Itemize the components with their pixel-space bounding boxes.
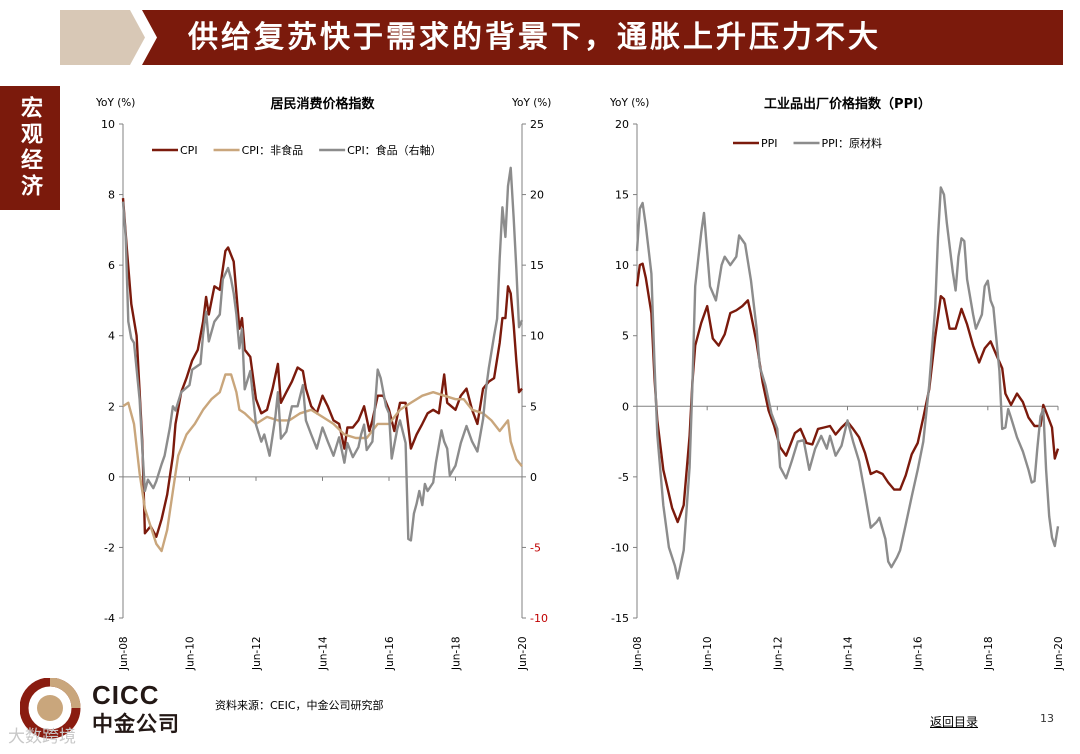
chart2-xtick-label: Jun-20 [1053,636,1065,671]
title-banner [142,10,1063,65]
chart1-series-3-line [121,166,524,542]
chart1-xtick-label: Jun-16 [384,636,396,671]
chart1-right-axis-label: YoY (%) [511,97,551,109]
chart1-ytick-right-label: -10 [530,612,548,625]
chart2-series-2-line [635,186,1060,580]
chart1-ytick-right-label: 5 [530,400,537,413]
chart1-ytick-right-label: 0 [530,471,537,484]
chart2-series-1-line [635,262,1060,524]
chart1-ytick-label: 2 [108,400,115,413]
chart1-ytick-right-label: -5 [530,541,541,554]
chart1-title: 居民消费价格指数 [270,96,375,112]
chart2-ytick-label: 15 [615,189,629,202]
source-note: 资料来源：CEIC，中金公司研究部 [215,699,384,712]
side-tag-label: 宏观经济 [17,96,43,200]
chart2-ytick-label: 20 [615,118,629,131]
chart2-ytick-label: -15 [611,612,629,625]
chart2-legend-label-2: PPI：原材料 [822,136,883,150]
chart2-left-axis-label: YoY (%) [609,97,649,109]
chart2-xtick-label: Jun-14 [843,636,855,671]
chart1-series-2-line [122,373,523,553]
chart1-legend-label-3: CPI：食品（右軸） [347,143,442,157]
chart1-ytick-right-label: 20 [530,189,544,202]
page-number: 13 [1040,712,1054,725]
watermark: 大数跨境 [8,727,76,747]
chart1-xtick-label: Jun-18 [451,636,463,671]
logo-cicc-text: CICC [92,680,160,710]
chart1-ytick-label: -2 [104,541,115,554]
chart1-ytick-label: -4 [104,612,115,625]
chart2-xtick-label: Jun-12 [772,636,784,671]
chart1-ytick-label: 8 [108,189,115,202]
chart1-ytick-label: 10 [101,118,115,131]
chart2-ytick-label: 10 [615,259,629,272]
chart1-ytick-label: 0 [108,471,115,484]
chart1-ytick-label: 6 [108,259,115,272]
chart1-xtick-label: Jun-14 [318,636,330,671]
chart1-ytick-right-label: 10 [530,330,544,343]
chart1-ytick-right-label: 15 [530,259,544,272]
chart1-left-axis-label: YoY (%) [95,97,135,109]
chart1-series-1-line [121,198,523,538]
logo-cn-text: 中金公司 [92,712,180,736]
title-bar [60,10,1063,65]
chart2-xtick-label: Jun-18 [983,636,995,671]
chart1-legend-label-2: CPI：非食品 [242,143,304,157]
chart1-xtick-label: Jun-20 [517,636,529,671]
chart1-legend-label-1: CPI [180,144,198,157]
chart2-ytick-label: 0 [622,400,629,413]
cicc-logo: CICC 中金公司 [19,677,200,742]
page-title: 供给复苏快于需求的背景下，通胀上升压力不大 [188,20,881,55]
chart2-xtick-label: Jun-08 [632,636,644,671]
chart2-xtick-label: Jun-10 [702,636,714,671]
chart2-legend-label-1: PPI [761,137,778,150]
chart1-xtick-label: Jun-12 [251,636,263,671]
chart1-ytick-label: 4 [108,330,115,343]
chart2-ytick-label: -10 [611,541,629,554]
chart2-title: 工业品出厂价格指数（PPI） [764,96,931,112]
chart1-xtick-label: Jun-08 [118,636,130,671]
title-chevron-light [60,10,145,65]
chart1-xtick-label: Jun-10 [185,636,197,671]
cicc-logo-icon [19,677,81,739]
chart2-ytick-label: -5 [618,471,629,484]
chart2-ytick-label: 5 [622,330,629,343]
chart2-xtick-label: Jun-16 [913,636,925,671]
side-tag [0,86,60,210]
back-to-contents-link[interactable]: 返回目录 [930,715,979,729]
chart1-ytick-right-label: 25 [530,118,544,131]
